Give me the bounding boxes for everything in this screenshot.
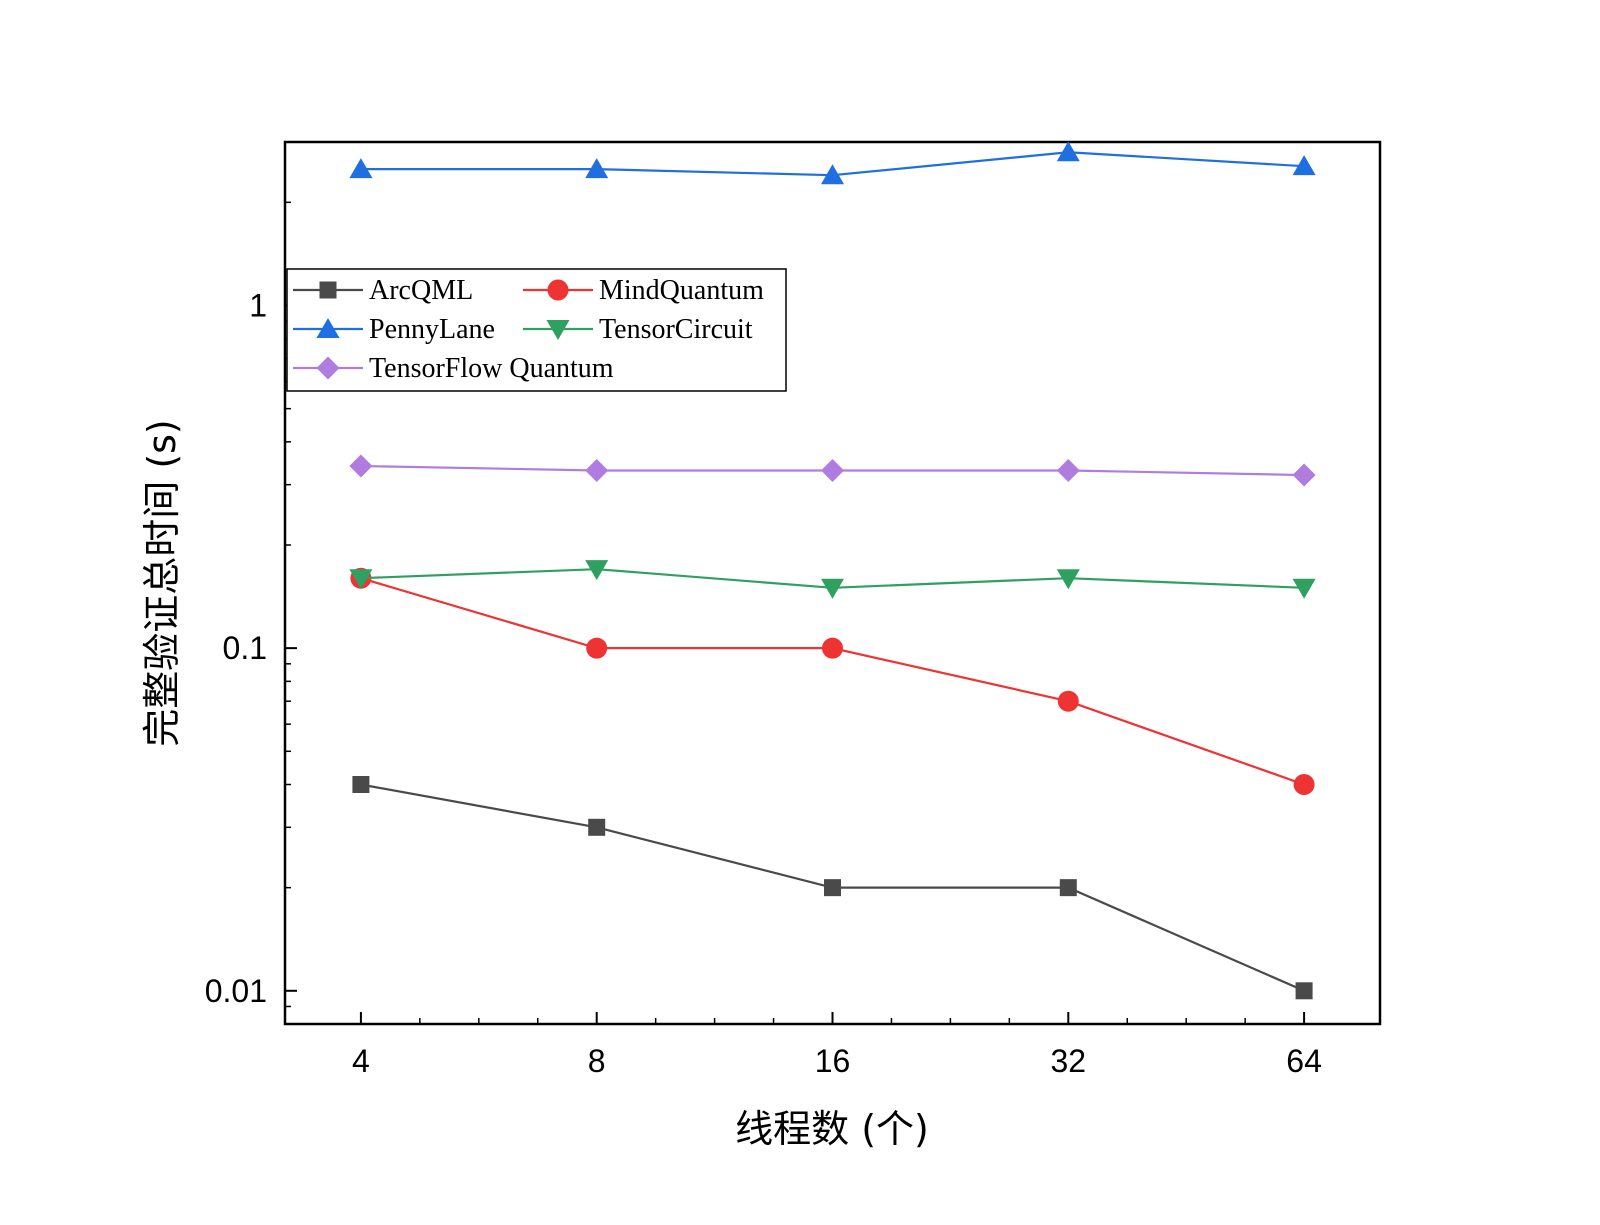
x-tick-label: 16 [815, 1043, 851, 1079]
series-line-mindquantum [360, 577, 1305, 786]
x-tick-label: 4 [352, 1043, 370, 1079]
legend-swatch-marker [319, 281, 337, 299]
data-point-tensorcircuit [585, 560, 609, 581]
x-axis-title: 线程数 (个) [735, 1107, 929, 1151]
y-tick-label: 0.1 [223, 630, 267, 666]
data-point-tensorcircuit [1292, 578, 1316, 599]
data-point-arcqml [588, 818, 606, 836]
data-point-pennylane [585, 158, 609, 179]
series-mindquantum [350, 567, 1315, 795]
series-pennylane [349, 141, 1316, 185]
data-point-mindquantum [822, 637, 843, 659]
data-point-pennylane [1292, 155, 1316, 176]
series-layer [349, 141, 1316, 1000]
data-point-tensorcircuit [349, 569, 373, 590]
x-tick-label: 32 [1050, 1043, 1086, 1079]
legend: ArcQML MindQuantum PennyLane TensorCircuit T… [286, 268, 787, 392]
legend-swatch-marker [316, 318, 340, 338]
x-tick-label: 8 [588, 1043, 606, 1079]
ticks-layer: 4 8 16 32 64 0.01 0.1 1 [205, 141, 1322, 1079]
data-point-pennylane [821, 164, 844, 185]
data-point-tensorflow-quantum [585, 458, 609, 482]
data-point-arcqml [1059, 879, 1077, 897]
data-point-arcqml [1295, 982, 1313, 1000]
legend-label: PennyLane [369, 314, 495, 345]
data-point-pennylane [349, 158, 373, 179]
legend-label: ArcQML [369, 275, 473, 306]
data-point-tensorflow-quantum [821, 458, 844, 482]
legend-item-tensorflow-quantum: TensorFlow Quantum [293, 353, 614, 384]
data-point-pennylane [1056, 141, 1080, 162]
y-tick-label: 1 [249, 287, 267, 323]
legend-item-pennylane: PennyLane [293, 314, 495, 345]
data-point-tensorflow-quantum [1056, 458, 1080, 482]
legend-label: MindQuantum [599, 275, 764, 306]
legend-item-mindquantum: MindQuantum [523, 275, 764, 306]
series-tensorcircuit [349, 560, 1316, 599]
legend-item-tensorcircuit: TensorCircuit [523, 314, 753, 345]
data-point-mindquantum [1293, 773, 1315, 795]
data-point-tensorflow-quantum [349, 454, 373, 478]
y-axis-title: 完整验证总时间 (s) [140, 419, 184, 747]
y-tick-label: 0.01 [205, 973, 267, 1009]
series-arcqml [352, 775, 1313, 1000]
data-point-tensorcircuit [821, 578, 844, 599]
data-point-arcqml [352, 775, 370, 793]
x-tick-label: 64 [1286, 1043, 1322, 1079]
legend-swatch-marker [547, 279, 569, 301]
legend-label: TensorCircuit [599, 314, 753, 345]
data-point-tensorflow-quantum [1292, 463, 1316, 487]
legend-swatch-marker [316, 356, 340, 380]
data-point-mindquantum [586, 637, 608, 659]
legend-item-arcqml: ArcQML [293, 275, 473, 306]
legend-swatch-marker [546, 320, 570, 340]
data-point-tensorcircuit [1056, 569, 1080, 590]
data-point-arcqml [824, 879, 841, 897]
data-point-mindquantum [1057, 690, 1079, 712]
legend-label: TensorFlow Quantum [369, 353, 614, 384]
series-tensorflow-quantum [349, 454, 1316, 487]
